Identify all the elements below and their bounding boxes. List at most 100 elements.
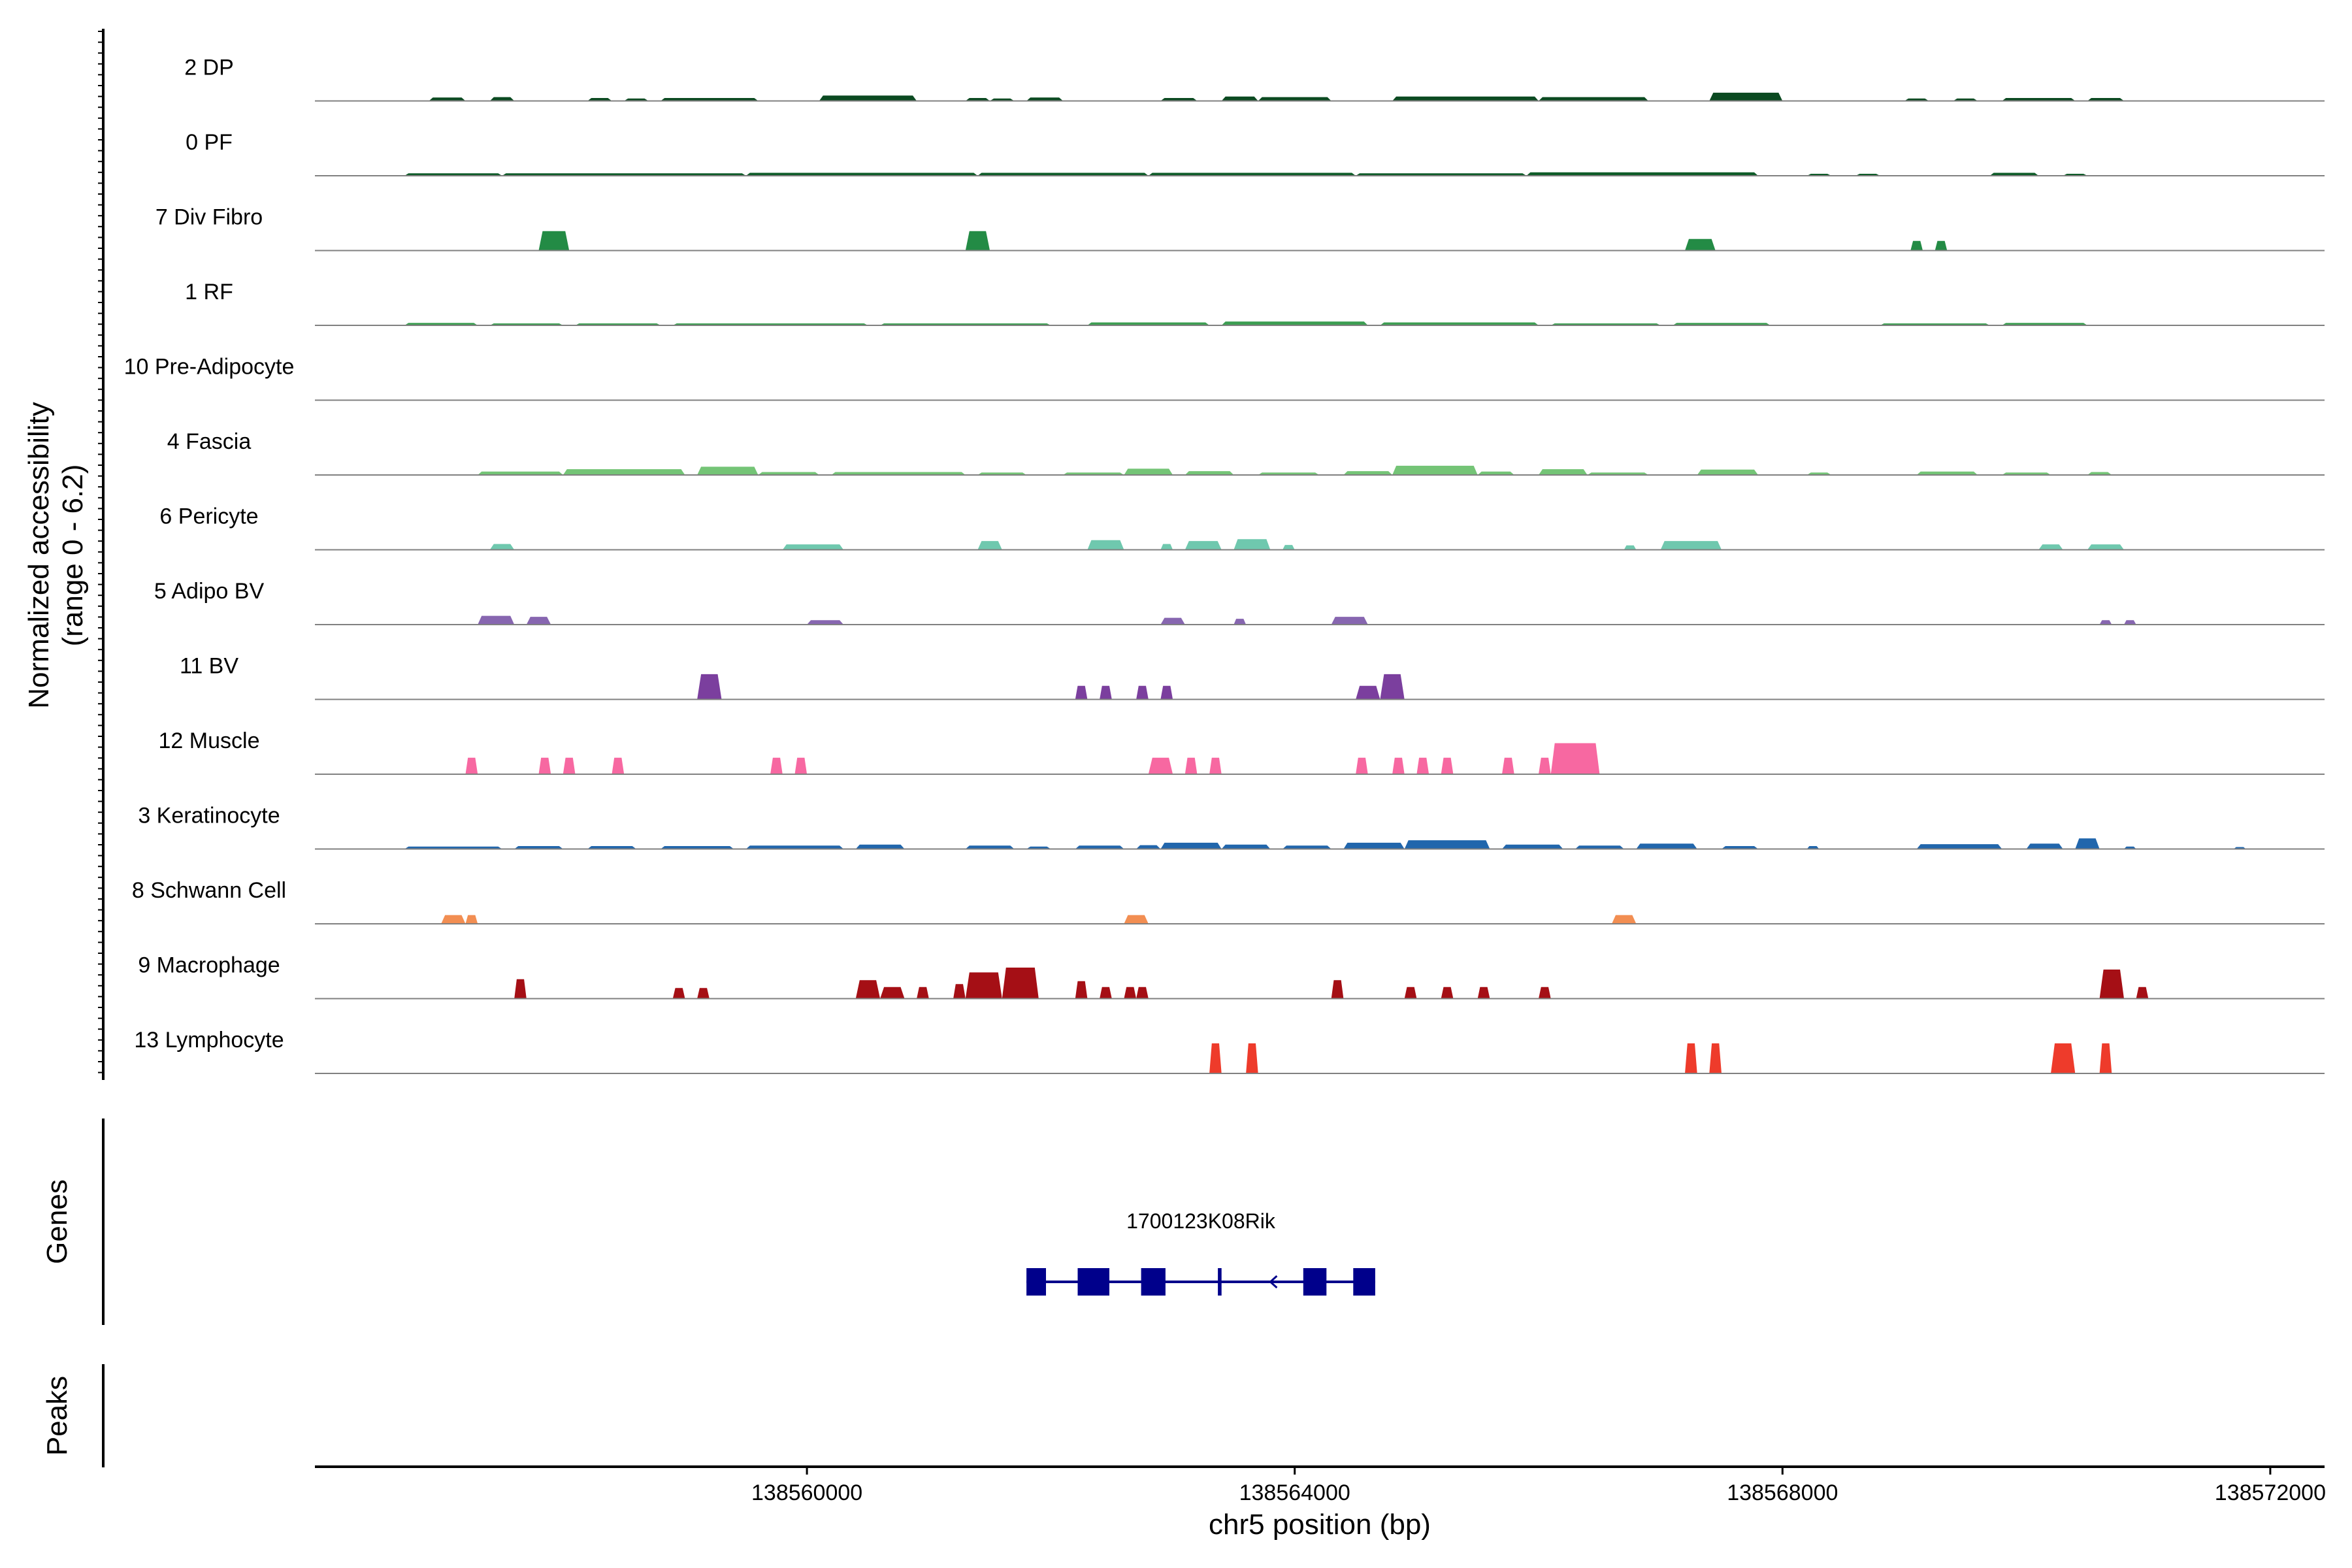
coverage-peak <box>782 544 844 550</box>
coverage-peak <box>965 972 1002 999</box>
coverage-peak <box>1989 172 2039 176</box>
coverage-peak <box>965 845 1015 849</box>
coverage-peak <box>697 466 759 475</box>
coverage-peak <box>880 987 905 999</box>
gene-strand-arrow <box>1269 1275 1278 1289</box>
coverage-peak <box>953 984 966 999</box>
gene-exon <box>1353 1268 1375 1296</box>
coverage-peak <box>819 95 917 101</box>
coverage-peak <box>465 757 478 774</box>
coverage-peak <box>1331 980 1344 999</box>
coverage-peak <box>1282 845 1331 849</box>
coverage-peak <box>478 471 563 475</box>
coverage-peak <box>1636 843 1697 849</box>
coverage-peak <box>489 97 515 101</box>
coverage-peak <box>587 846 636 849</box>
coverage-peak <box>514 846 563 849</box>
coverage-peak <box>1087 540 1124 550</box>
track: 6 Pericyte <box>159 504 2325 551</box>
coverage-peak <box>1331 617 1368 625</box>
coverage-peak <box>1233 619 1247 625</box>
track-label: 11 BV <box>180 654 238 679</box>
coverage-peak <box>1100 987 1112 999</box>
coverage-peak <box>697 988 710 999</box>
coverage-peak <box>1624 545 1637 550</box>
coverage-peak <box>1356 685 1380 700</box>
coverage-peak <box>855 980 881 999</box>
track: 1 RF <box>185 280 2325 326</box>
gene-name-label: 1700123K08Rik <box>1126 1209 1276 1233</box>
coverage-peak <box>1160 617 1185 625</box>
x-tick-label: 138564000 <box>1239 1480 1350 1505</box>
peaks-panel-label: Peaks <box>41 1376 73 1456</box>
coverage-peak <box>2136 987 2149 999</box>
coverage-peak <box>2087 98 2124 101</box>
coverage-peak <box>478 615 515 625</box>
coverage-peak <box>1221 96 1258 101</box>
coverage-peak <box>1209 757 1222 774</box>
coverage-peak <box>1550 743 1600 774</box>
track-label: 13 Lymphocyte <box>134 1028 284 1053</box>
coverage-peak <box>2051 1043 2076 1073</box>
coverage-peak <box>1075 845 1124 849</box>
coverage-peak <box>1148 172 1356 176</box>
coverage-peak <box>1136 987 1149 999</box>
coverage-peak <box>965 98 990 101</box>
coverage-peak <box>831 472 966 475</box>
coverage-peak <box>1910 240 1923 251</box>
track-label: 12 Muscle <box>159 728 260 753</box>
track-label: 2 DP <box>184 56 234 80</box>
coverage-peak <box>1002 968 1039 999</box>
track: 11 BV <box>180 654 2325 700</box>
coverage-peak <box>1392 465 1478 475</box>
coverage-peak <box>1221 844 1271 849</box>
coverage-peak <box>1343 471 1393 475</box>
coverage-peak <box>977 172 1149 176</box>
coverage-peak <box>2002 98 2076 101</box>
coverage-peak <box>1124 987 1137 999</box>
coverage-y-ticks <box>98 31 103 1073</box>
track-label: 6 Pericyte <box>159 504 258 529</box>
track: 9 Macrophage <box>138 953 2325 1000</box>
track: 0 PF <box>186 130 2325 176</box>
coverage-peak <box>1416 757 1429 774</box>
coverage-peak <box>1380 322 1539 325</box>
track: 5 Adipo BV <box>154 579 2325 625</box>
track: 12 Muscle <box>159 728 2325 775</box>
coverage-peak <box>2099 970 2124 999</box>
coverage-peak <box>758 472 819 475</box>
coverage-peak <box>587 98 612 101</box>
coverage-tracks: 2 DP 0 PF 7 Div Fibro 1 RF 10 Pre-Adipocyte 4… <box>124 56 2325 1074</box>
coverage-y-title: Normalized accessibility (range 0 - 6.2) <box>23 402 89 708</box>
coverage-peak <box>1722 846 1758 849</box>
coverage-peak <box>1477 471 1514 475</box>
track-label: 0 PF <box>186 130 233 155</box>
coverage-peak <box>538 757 551 774</box>
coverage-peak <box>855 844 905 849</box>
track: 3 Keratinocyte <box>138 804 2325 850</box>
coverage-peak <box>1441 987 1454 999</box>
coverage-peak <box>1160 544 1173 550</box>
track-label: 1 RF <box>185 280 233 304</box>
coverage-peak <box>1246 1043 1258 1073</box>
coverage-peak <box>745 172 978 176</box>
coverage-peak <box>1380 674 1405 700</box>
track: 4 Fascia <box>167 429 2325 476</box>
coverage-peak <box>1356 757 1368 774</box>
coverage-peak <box>1612 915 1637 924</box>
coverage-peak <box>1221 321 1368 325</box>
coverage-peak <box>489 544 515 550</box>
gene-model: 1700123K08Rik <box>1026 1209 1375 1296</box>
track-label: 5 Adipo BV <box>154 579 265 604</box>
genes-panel-label: Genes <box>41 1179 73 1264</box>
x-tick-label: 138572000 <box>2215 1480 2326 1505</box>
track-label: 3 Keratinocyte <box>138 804 280 828</box>
coverage-peak <box>1233 539 1271 550</box>
coverage-peak <box>612 757 625 774</box>
coverage-peak <box>1539 469 1588 475</box>
coverage-peak <box>441 915 466 924</box>
track-label: 7 Div Fibro <box>155 205 263 230</box>
coverage-peak <box>1184 471 1234 475</box>
coverage-peak <box>697 674 722 700</box>
coverage-peak <box>917 987 929 999</box>
